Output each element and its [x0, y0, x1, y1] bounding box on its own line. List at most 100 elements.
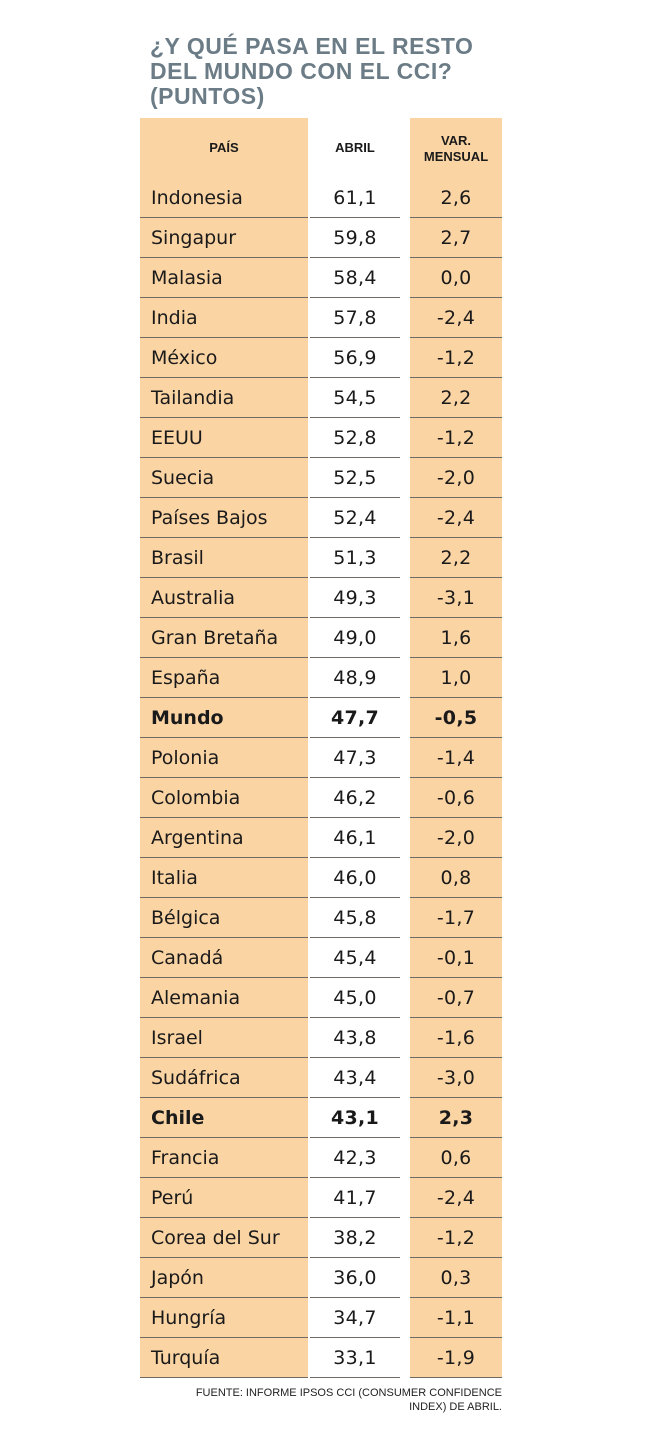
- cell-abril-text: 46,2: [333, 787, 377, 809]
- cell-abril-text: 42,3: [333, 1147, 377, 1169]
- cell-abril: 47,7: [310, 698, 400, 738]
- cell-country: Argentina: [140, 818, 308, 858]
- cell-var-mensual: -1,9: [410, 1338, 502, 1378]
- cell-abril-text: 57,8: [333, 307, 377, 329]
- cell-abril: 46,0: [310, 858, 400, 898]
- cell-country-text: Alemania: [151, 987, 241, 1009]
- cell-country-text: Indonesia: [151, 187, 243, 209]
- header-var-mensual: VAR. MENSUAL: [410, 118, 502, 178]
- cell-country: Gran Bretaña: [140, 618, 308, 658]
- cell-abril-text: 45,4: [333, 947, 377, 969]
- cell-var-mensual: -0,6: [410, 778, 502, 818]
- cell-country-text: Brasil: [151, 547, 204, 569]
- cell-abril: 48,9: [310, 658, 400, 698]
- cell-country-text: Países Bajos: [151, 507, 268, 529]
- header-var-line-1: VAR.: [440, 133, 472, 148]
- chart-title: ¿Y QUÉ PASA EN EL RESTO DEL MUNDO CON EL…: [150, 34, 570, 109]
- cell-abril-text: 61,1: [333, 187, 377, 209]
- table-row: Brasil 51,3 2,2: [140, 538, 502, 578]
- cell-country-text: Corea del Sur: [151, 1227, 280, 1249]
- cell-abril-text: 45,0: [333, 987, 377, 1009]
- cell-abril: 58,4: [310, 258, 400, 298]
- cell-abril: 45,8: [310, 898, 400, 938]
- cell-abril: 45,0: [310, 978, 400, 1018]
- table-row: Hungría 34,7 -1,1: [140, 1298, 502, 1338]
- cell-country-text: Polonia: [151, 747, 220, 769]
- cell-abril: 57,8: [310, 298, 400, 338]
- cell-abril: 38,2: [310, 1218, 400, 1258]
- table-row: Canadá 45,4 -0,1: [140, 938, 502, 978]
- cell-var-mensual: 2,3: [410, 1098, 502, 1138]
- cell-var-mensual: -1,1: [410, 1298, 502, 1338]
- cell-country: Tailandia: [140, 378, 308, 418]
- cell-var-mensual-text: -2,4: [436, 507, 476, 529]
- cell-var-mensual-text: -0,1: [436, 947, 476, 969]
- cell-var-mensual-text: 2,6: [440, 187, 472, 209]
- cell-country: Perú: [140, 1178, 308, 1218]
- cell-country-text: Colombia: [151, 787, 241, 809]
- cell-var-mensual-text: 0,8: [440, 867, 472, 889]
- cell-abril-text: 45,8: [333, 907, 377, 929]
- cell-var-mensual: -2,4: [410, 498, 502, 538]
- title-line-2: DEL MUNDO CON EL CCI?: [150, 58, 453, 84]
- source-note: FUENTE: INFORME IPSOS CCI (CONSUMER CONF…: [82, 1386, 502, 1414]
- cell-country-text: Francia: [151, 1147, 220, 1169]
- cell-var-mensual-text: -1,6: [436, 1027, 476, 1049]
- cell-country-text: México: [151, 347, 218, 369]
- cell-abril: 51,3: [310, 538, 400, 578]
- cell-country: Canadá: [140, 938, 308, 978]
- cell-var-mensual-text: 1,6: [440, 627, 472, 649]
- cell-abril: 47,3: [310, 738, 400, 778]
- cell-abril-text: 38,2: [333, 1227, 377, 1249]
- cell-abril: 43,8: [310, 1018, 400, 1058]
- cell-abril-text: 48,9: [333, 667, 377, 689]
- cell-abril: 36,0: [310, 1258, 400, 1298]
- cell-country-text: India: [151, 307, 198, 329]
- cell-var-mensual: -3,0: [410, 1058, 502, 1098]
- cell-country-text: Australia: [151, 587, 236, 609]
- cell-country: Australia: [140, 578, 308, 618]
- cell-abril: 41,7: [310, 1178, 400, 1218]
- cell-var-mensual: 1,0: [410, 658, 502, 698]
- cell-country: Hungría: [140, 1298, 308, 1338]
- header-country: PAÍS: [140, 118, 308, 178]
- cell-abril: 61,1: [310, 178, 400, 218]
- cell-var-mensual: -1,2: [410, 338, 502, 378]
- cell-country: Colombia: [140, 778, 308, 818]
- cell-var-mensual-text: -3,1: [436, 587, 476, 609]
- cell-country: Japón: [140, 1258, 308, 1298]
- table-row: Alemania 45,0 -0,7: [140, 978, 502, 1018]
- table-row: Suecia 52,5 -2,0: [140, 458, 502, 498]
- cell-country-text: Malasia: [151, 267, 223, 289]
- cell-abril: 52,5: [310, 458, 400, 498]
- cell-abril: 46,2: [310, 778, 400, 818]
- cell-abril-text: 49,0: [333, 627, 377, 649]
- cell-var-mensual-text: -1,2: [436, 427, 476, 449]
- table-row: Bélgica 45,8 -1,7: [140, 898, 502, 938]
- cell-var-mensual: -2,0: [410, 818, 502, 858]
- cell-country-text: Mundo: [151, 707, 224, 729]
- cell-abril-text: 33,1: [333, 1347, 377, 1369]
- cell-var-mensual: -1,7: [410, 898, 502, 938]
- table-row: Indonesia 61,1 2,6: [140, 178, 502, 218]
- table-row: Países Bajos 52,4 -2,4: [140, 498, 502, 538]
- cell-var-mensual-text: -2,4: [436, 1187, 476, 1209]
- cell-country: España: [140, 658, 308, 698]
- source-line-2: INDEX) DE ABRIL.: [409, 1401, 502, 1413]
- cell-country: Países Bajos: [140, 498, 308, 538]
- cell-abril-text: 43,8: [333, 1027, 377, 1049]
- cell-country-text: España: [151, 667, 221, 689]
- cell-var-mensual: -1,4: [410, 738, 502, 778]
- header-var-line-2: MENSUAL: [423, 149, 489, 164]
- cell-var-mensual-text: 0,0: [440, 267, 472, 289]
- table-row: Italia 46,0 0,8: [140, 858, 502, 898]
- cell-abril: 49,3: [310, 578, 400, 618]
- cell-var-mensual: -0,1: [410, 938, 502, 978]
- cell-country: Chile: [140, 1098, 308, 1138]
- cell-country-text: Suecia: [151, 467, 215, 489]
- cell-abril-text: 47,3: [333, 747, 377, 769]
- cell-country-text: Sudáfrica: [151, 1067, 241, 1089]
- table-row: India 57,8 -2,4: [140, 298, 502, 338]
- cell-abril: 42,3: [310, 1138, 400, 1178]
- cell-abril-text: 54,5: [333, 387, 377, 409]
